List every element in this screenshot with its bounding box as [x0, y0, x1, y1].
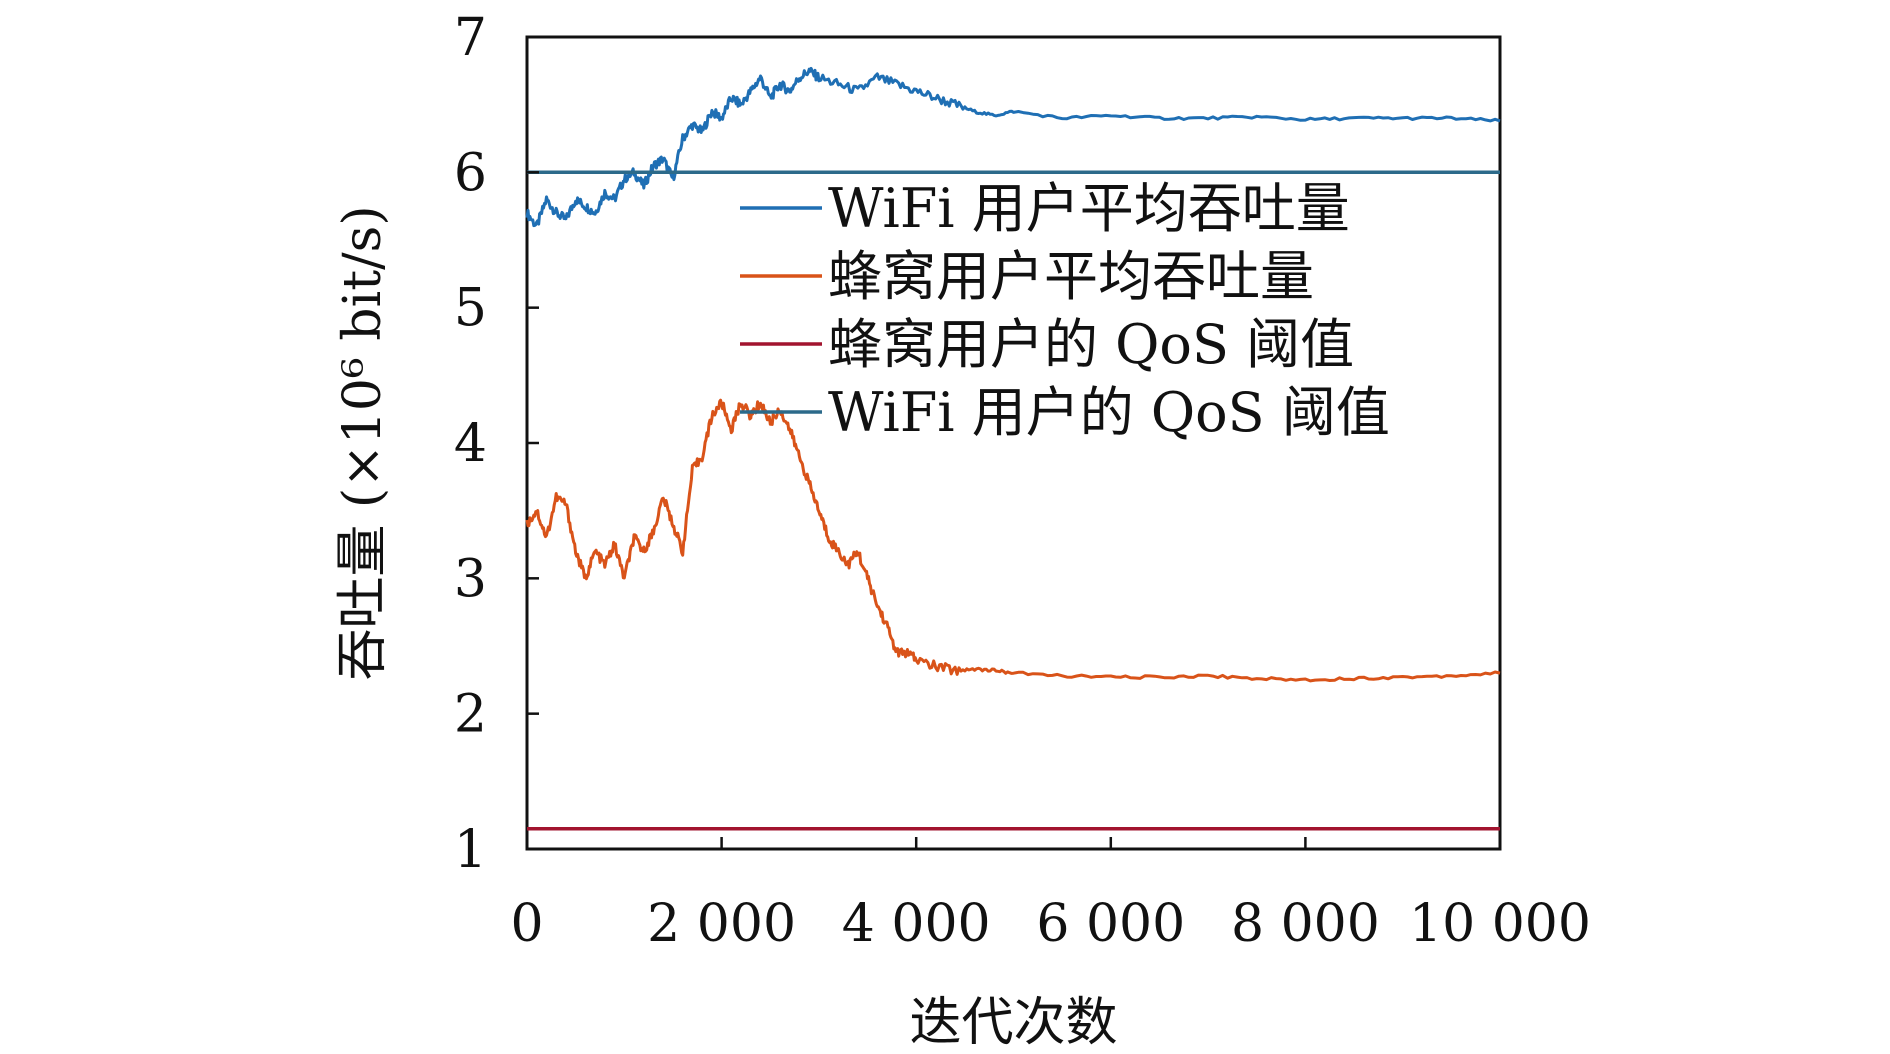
- y-axis-ticks: 1 2 3 4 5 6 7: [454, 8, 539, 880]
- legend-label: WiFi 用户的 QoS 阈值: [828, 381, 1390, 444]
- x-tick-label: 10 000: [1409, 894, 1591, 954]
- y-tick-label: 3: [454, 549, 487, 609]
- legend-label: WiFi 用户平均吞吐量: [828, 177, 1350, 240]
- plot-area: [525, 35, 1502, 851]
- x-tick-label: 4 000: [842, 894, 991, 954]
- y-tick-label: 4: [454, 414, 487, 474]
- series-line-0: [525, 66, 1501, 228]
- y-tick-label: 1: [454, 820, 487, 880]
- legend-label: 蜂窝用户的 QoS 阈值: [828, 313, 1354, 376]
- x-tick-label: 2 000: [647, 894, 796, 954]
- y-tick-label: 5: [454, 279, 487, 339]
- y-axis-title: 吞吐量 (×10⁶ bit/s): [333, 205, 393, 680]
- x-tick-label: 0: [510, 894, 543, 954]
- legend-label: 蜂窝用户平均吞吐量: [828, 245, 1314, 308]
- series-line-1: [525, 398, 1501, 683]
- x-axis-ticks: 0 2 000 4 000 6 000 8 000 10 000: [510, 837, 1591, 954]
- x-tick-label: 6 000: [1036, 894, 1185, 954]
- y-tick-label: 6: [454, 143, 487, 203]
- x-axis-title: 迭代次数: [909, 993, 1117, 1053]
- y-tick-label: 7: [454, 8, 487, 68]
- y-tick-label: 2: [454, 685, 487, 745]
- x-tick-label: 8 000: [1231, 894, 1380, 954]
